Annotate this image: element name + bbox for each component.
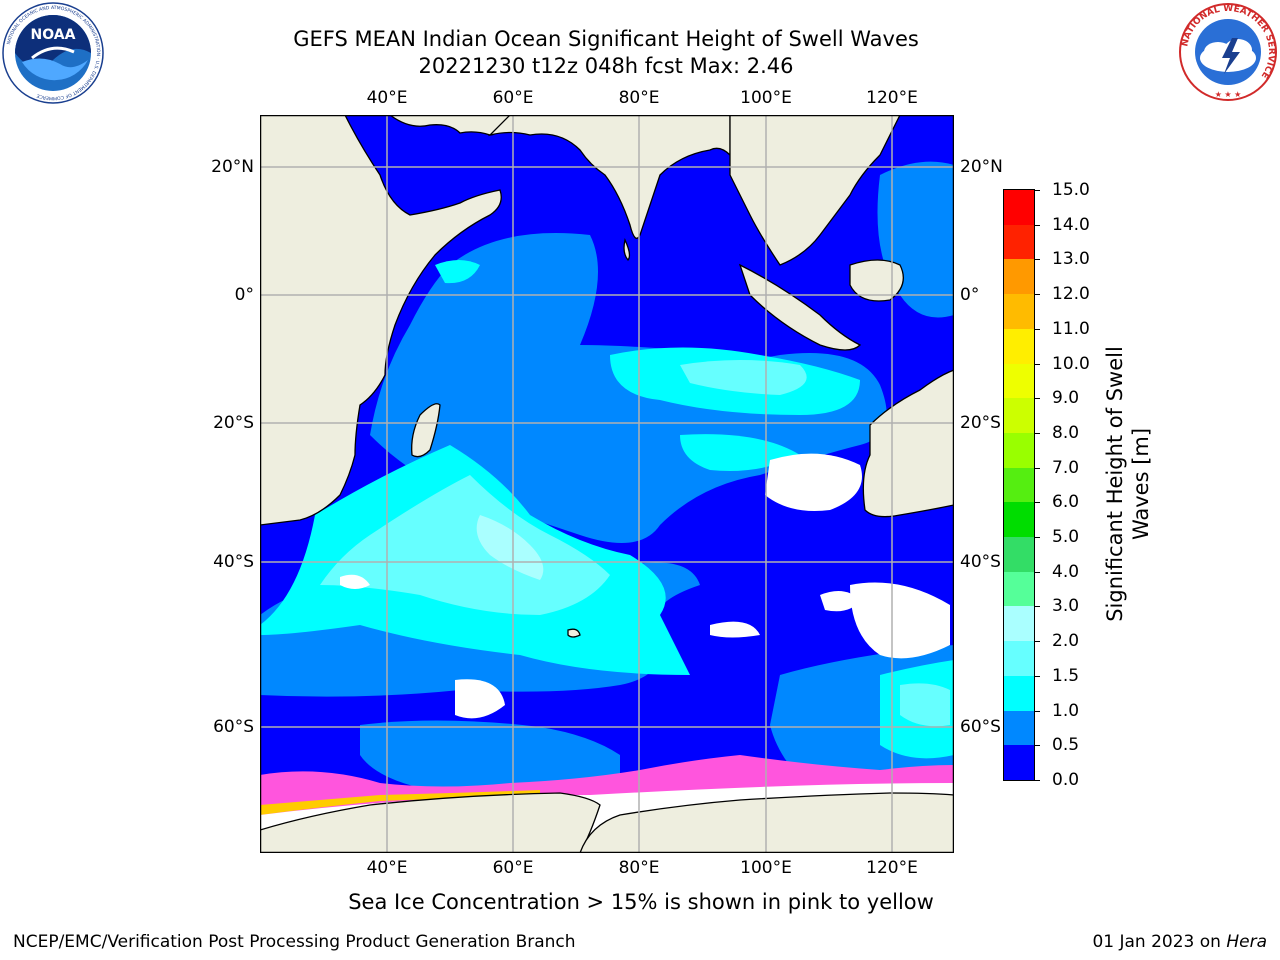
land-india xyxy=(487,115,731,239)
colorbar-tick xyxy=(1034,467,1040,469)
colorbar-tick-label: 8.0 xyxy=(1052,422,1080,443)
colorbar-tick-label: 6.0 xyxy=(1052,492,1080,513)
credit-text: NCEP/EMC/Verification Post Processing Pr… xyxy=(13,932,576,952)
colorbar-tick-label: 14.0 xyxy=(1052,214,1090,235)
nws-logo: NATIONAL WEATHER SERVICE ★ ★ ★ xyxy=(1179,3,1277,101)
colorbar-tick-label: 1.5 xyxy=(1052,665,1080,686)
colorbar-tick xyxy=(1034,328,1040,330)
colorbar-tick xyxy=(1034,502,1040,504)
colorbar-segment xyxy=(1004,259,1034,295)
lon-label-bottom-60e: 60°E xyxy=(492,858,534,878)
lon-label-bottom-120e: 120°E xyxy=(866,858,918,878)
colorbar xyxy=(1003,189,1035,781)
colorbar-tick xyxy=(1034,710,1040,712)
swell-field-2-3m xyxy=(476,515,544,580)
colorbar-tick xyxy=(1034,571,1040,573)
swell-height-map xyxy=(260,115,954,853)
colorbar-tick xyxy=(1034,398,1040,400)
chart-subtitle: 20221230 t12z 048h fcst Max: 2.46 xyxy=(418,54,794,78)
colorbar-tick-label: 2.0 xyxy=(1052,631,1080,652)
colorbar-title-line1: Significant Height of Swell xyxy=(1103,346,1127,622)
colorbar-tick-label: 0.5 xyxy=(1052,735,1080,756)
colorbar-segment xyxy=(1004,398,1034,434)
chart-title: GEFS MEAN Indian Ocean Significant Heigh… xyxy=(293,27,919,51)
colorbar-tick-label: 0.0 xyxy=(1052,770,1080,790)
colorbar-segment xyxy=(1004,537,1034,573)
colorbar-tick xyxy=(1034,641,1040,643)
lat-label-left-20s: 20°S xyxy=(213,413,254,433)
colorbar-tick-label: 15.0 xyxy=(1052,180,1090,200)
date-stamp: 01 Jan 2023 on Hera xyxy=(1092,932,1267,952)
colorbar-segment xyxy=(1004,641,1034,677)
lat-label-right-0: 0° xyxy=(960,285,980,305)
lat-label-left-20n: 20°N xyxy=(211,157,254,177)
lat-label-left-60s: 60°S xyxy=(213,717,254,737)
map-gridlines xyxy=(260,115,954,853)
colorbar-tick-label: 10.0 xyxy=(1052,353,1090,374)
lat-label-right-40s: 40°S xyxy=(960,552,1001,572)
colorbar-tick xyxy=(1034,190,1040,191)
colorbar-segment xyxy=(1004,432,1034,469)
colorbar-tick xyxy=(1034,780,1040,781)
land-southeast-asia xyxy=(729,115,901,266)
colorbar-segment xyxy=(1004,606,1034,642)
colorbar-segment xyxy=(1004,328,1034,365)
colorbar-tick-label: 12.0 xyxy=(1052,284,1090,305)
colorbar-tick xyxy=(1034,294,1040,296)
svg-text:★ ★ ★: ★ ★ ★ xyxy=(1215,90,1242,99)
lon-label-top-40e: 40°E xyxy=(366,88,408,108)
lon-label-bottom-40e: 40°E xyxy=(366,858,408,878)
colorbar-segment xyxy=(1004,467,1034,503)
sea-ice-note: Sea Ice Concentration > 15% is shown in … xyxy=(348,890,934,914)
colorbar-tick-label: 7.0 xyxy=(1052,457,1080,478)
colorbar-tick xyxy=(1034,745,1040,747)
colorbar-segment xyxy=(1004,675,1034,712)
land-madagascar xyxy=(411,403,441,458)
lon-label-top-80e: 80°E xyxy=(618,88,660,108)
colorbar-segment xyxy=(1004,190,1034,226)
machine-name: Hera xyxy=(1226,932,1267,952)
lon-label-bottom-80e: 80°E xyxy=(618,858,660,878)
lat-label-right-20n: 20°N xyxy=(960,157,1003,177)
colorbar-tick xyxy=(1034,363,1040,365)
colorbar-tick xyxy=(1034,606,1040,608)
colorbar-segment xyxy=(1004,571,1034,607)
colorbar-tick xyxy=(1034,432,1040,434)
colorbar-tick-label: 5.0 xyxy=(1052,527,1080,548)
colorbar-tick-label: 1.0 xyxy=(1052,700,1080,721)
noaa-logo-text: NOAA xyxy=(31,27,76,43)
colorbar-tick xyxy=(1034,259,1040,261)
lat-label-right-60s: 60°S xyxy=(960,717,1001,737)
lat-label-left-40s: 40°S xyxy=(213,552,254,572)
lat-label-left-0: 0° xyxy=(234,285,254,305)
date-prefix: 01 Jan 2023 on xyxy=(1092,932,1227,952)
colorbar-tick-label: 11.0 xyxy=(1052,318,1090,339)
lon-label-bottom-100e: 100°E xyxy=(740,858,792,878)
colorbar-segment xyxy=(1004,502,1034,538)
colorbar-tick-label: 13.0 xyxy=(1052,249,1090,270)
lon-label-top-120e: 120°E xyxy=(866,88,918,108)
lon-label-top-100e: 100°E xyxy=(740,88,792,108)
colorbar-tick-label: 3.0 xyxy=(1052,596,1080,617)
colorbar-tick xyxy=(1034,537,1040,539)
colorbar-title: Significant Height of Swell Waves [m] xyxy=(1102,346,1154,622)
noaa-logo: NOAA NATIONAL OCEANIC AND ATMOSPHERIC AD… xyxy=(2,2,104,104)
colorbar-segment xyxy=(1004,224,1034,260)
land-australia xyxy=(862,369,954,518)
map-frame xyxy=(260,115,954,853)
colorbar-title-line2: Waves [m] xyxy=(1129,427,1153,541)
swell-field-1.5-2m xyxy=(320,475,610,615)
colorbar-tick xyxy=(1034,224,1040,226)
colorbar-tick-label: 9.0 xyxy=(1052,388,1080,409)
colorbar-tick-label: 4.0 xyxy=(1052,561,1080,582)
lat-label-right-20s: 20°S xyxy=(960,413,1001,433)
colorbar-segment xyxy=(1004,710,1034,746)
colorbar-tick xyxy=(1034,675,1040,677)
colorbar-segment xyxy=(1004,294,1034,330)
land-antarctica xyxy=(260,792,601,853)
lon-label-top-60e: 60°E xyxy=(492,88,534,108)
colorbar-segment xyxy=(1004,745,1034,781)
colorbar-segment xyxy=(1004,363,1034,399)
